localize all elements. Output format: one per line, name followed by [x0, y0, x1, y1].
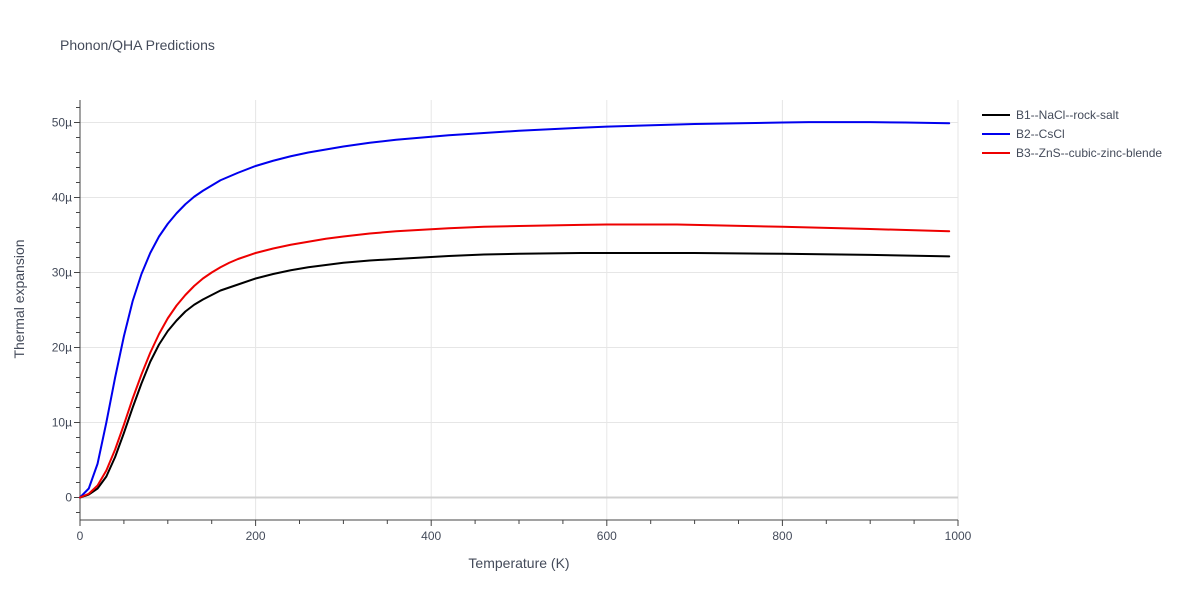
axes-layer: 0 200 400 600 800 1000 0 10µ 20µ 30µ 40µ 50µ [52, 100, 972, 543]
series-layer [79, 121, 951, 499]
legend-label: B2--CsCl [1016, 127, 1065, 141]
legend-item[interactable]: B3--ZnS--cubic-zinc-blende [982, 146, 1162, 160]
series-line-b2-cscl [79, 121, 951, 499]
y-axis-title: Thermal expansion [11, 239, 27, 358]
legend-item[interactable]: B1--NaCl--rock-salt [982, 108, 1119, 122]
series-line-b1-nacl-rock-salt [79, 252, 951, 499]
chart-title: Phonon/QHA Predictions [60, 37, 215, 53]
legend-item[interactable]: B2--CsCl [982, 127, 1065, 141]
x-tick-label: 600 [597, 529, 617, 543]
y-tick-label: 50µ [52, 116, 72, 130]
x-tick-label: 800 [772, 529, 792, 543]
x-axis-title: Temperature (K) [468, 555, 569, 571]
grid-layer [80, 100, 959, 520]
series-line-b3-zns-cubic-zinc-blende [79, 223, 951, 499]
legend-label: B1--NaCl--rock-salt [1016, 108, 1119, 122]
y-tick-label: 30µ [52, 266, 72, 280]
x-tick-label: 1000 [945, 529, 972, 543]
x-tick-label: 0 [77, 529, 84, 543]
legend-label: B3--ZnS--cubic-zinc-blende [1016, 146, 1162, 160]
y-tick-label: 40µ [52, 191, 72, 205]
x-tick-label: 200 [246, 529, 266, 543]
y-tick-label: 10µ [52, 416, 72, 430]
x-tick-label: 400 [421, 529, 441, 543]
y-tick-label: 0 [65, 491, 72, 505]
legend: B1--NaCl--rock-salt B2--CsCl B3--ZnS--cubi… [982, 108, 1162, 160]
y-tick-label: 20µ [52, 341, 72, 355]
